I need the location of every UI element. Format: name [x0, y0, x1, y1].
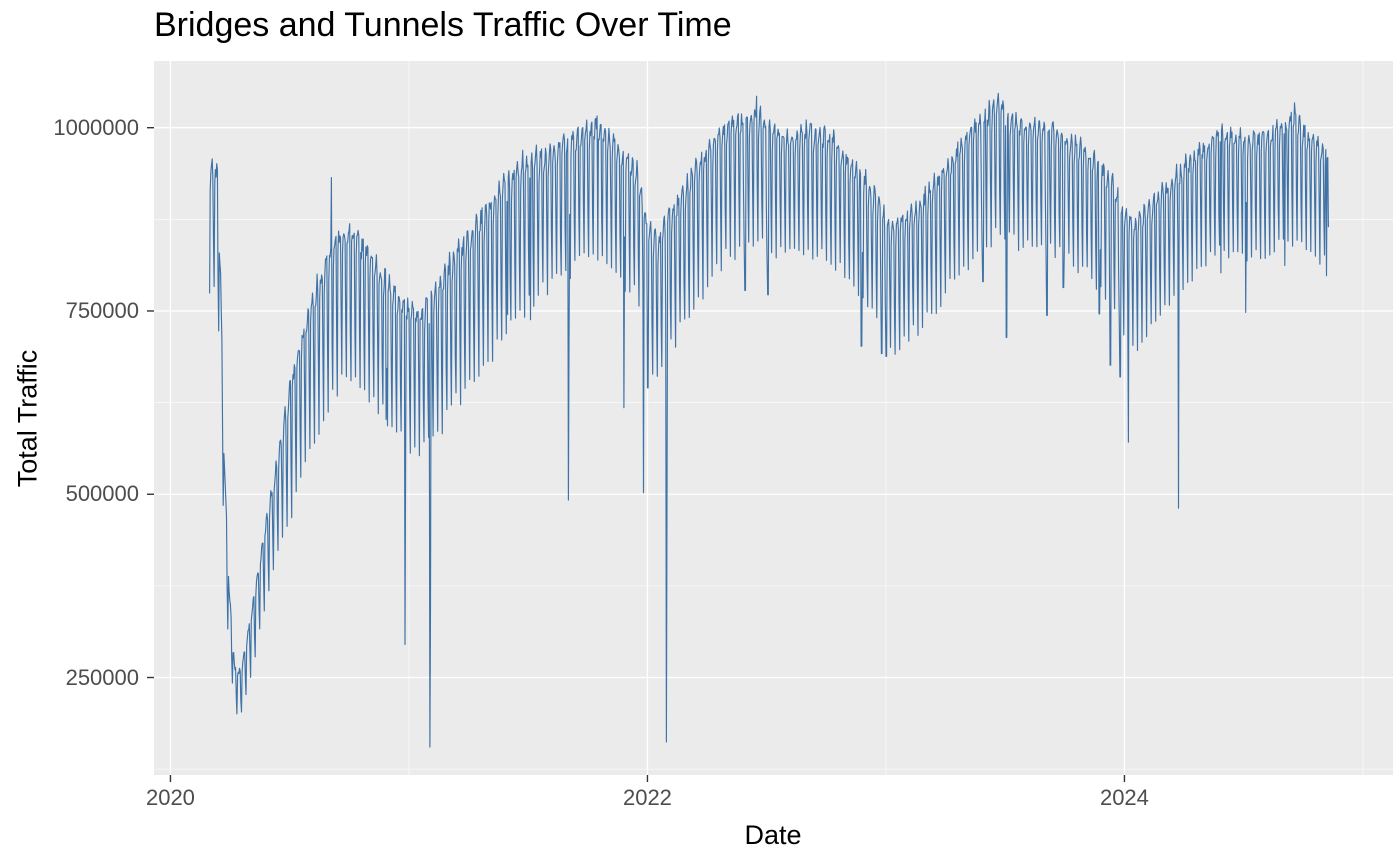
chart-title: Bridges and Tunnels Traffic Over Time [154, 6, 732, 44]
x-tick-label: 2022 [622, 785, 672, 810]
y-tick-label: 500000 [65, 481, 139, 507]
y-tick-label: 750000 [65, 297, 139, 323]
traffic-line-series [209, 92, 1329, 748]
x-tick-label: 2024 [1099, 785, 1149, 810]
x-tick-label: 2020 [145, 785, 195, 810]
y-tick-label: 250000 [65, 664, 139, 690]
y-axis-title: Total Traffic [12, 349, 43, 487]
x-axis-title: Date [744, 820, 802, 850]
panel-background [154, 61, 1393, 775]
y-tick-label: 1000000 [53, 114, 139, 140]
